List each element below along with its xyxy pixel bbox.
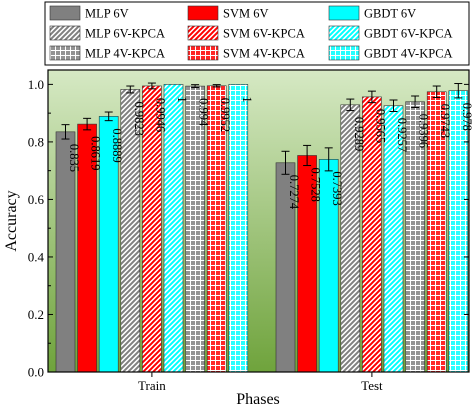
data-label: 0.9565 xyxy=(373,109,387,143)
data-label: 0.8619 xyxy=(89,136,103,170)
legend-swatch xyxy=(187,45,219,61)
legend-label: SVM 6V-KPCA xyxy=(223,27,305,41)
legend-label: MLP 4V-KPCA xyxy=(85,47,165,61)
plot-frame xyxy=(47,69,470,373)
data-label: 0.978 xyxy=(460,103,474,131)
x-tick-label: Train xyxy=(138,378,166,393)
data-label: 0.7528 xyxy=(309,167,323,201)
data-label: 0.9289 xyxy=(352,117,366,151)
legend-box xyxy=(44,1,470,66)
y-tick-label: 0.6 xyxy=(28,192,45,207)
data-label: 0.9823 xyxy=(132,101,146,135)
legend-swatch xyxy=(49,25,81,41)
x-axis-title: Phases xyxy=(236,391,280,408)
x-tick-label: Test xyxy=(361,378,383,393)
y-tick-label: 0.0 xyxy=(28,365,44,380)
data-label: 0.7393 xyxy=(330,171,344,205)
data-label: 0.835 xyxy=(67,144,81,172)
legend-swatch xyxy=(187,25,219,41)
y-axis-title: Accuracy xyxy=(3,190,20,251)
legend-label: GBDT 6V xyxy=(364,7,416,21)
y-tick-label: 0.8 xyxy=(28,134,44,149)
legend-swatch xyxy=(328,45,360,61)
legend-swatch xyxy=(49,5,81,21)
legend-swatch xyxy=(328,5,360,21)
data-labels-layer: 0.835 0.8619 0.8889 0.9823 0.9946 1 0.994 0.995… xyxy=(67,96,474,210)
bars-layer xyxy=(55,82,469,373)
legend-swatch xyxy=(49,45,81,61)
y-tick-label: 0.2 xyxy=(28,307,44,322)
legend-label: SVM 6V xyxy=(223,7,269,21)
data-label: 0.994 xyxy=(197,98,211,127)
legend: MLP 6V SVM 6V GBDT 6V MLP 6V-KPCA SVM 6V-KPC… xyxy=(44,1,470,66)
data-label: 0.8889 xyxy=(110,128,124,162)
x-axis: Train Test xyxy=(138,372,383,393)
data-label: 0.9743 xyxy=(438,104,452,138)
legend-swatch xyxy=(328,25,360,41)
data-label: 0.9946 xyxy=(153,98,167,132)
legend-label: SVM 4V-KPCA xyxy=(223,47,305,61)
data-label: 0.9257 xyxy=(395,118,409,152)
legend-label: GBDT 6V-KPCA xyxy=(364,27,453,41)
bar xyxy=(185,85,205,373)
data-label: 1 xyxy=(175,96,189,102)
y-tick-label: 1.0 xyxy=(28,77,44,92)
y-tick-label: 0.4 xyxy=(28,249,45,264)
legend-label: MLP 6V xyxy=(85,7,129,21)
y-axis: 0.0 0.2 0.4 0.6 0.8 1.0 xyxy=(28,77,469,380)
legend-swatch xyxy=(187,5,219,21)
data-label: 1 xyxy=(240,96,254,102)
data-label: 0.7274 xyxy=(287,175,301,210)
data-label: 0.9396 xyxy=(417,114,431,148)
legend-label: GBDT 4V-KPCA xyxy=(364,47,453,61)
legend-label: MLP 6V-KPCA xyxy=(85,27,165,41)
data-label: 0.9952 xyxy=(218,98,232,132)
